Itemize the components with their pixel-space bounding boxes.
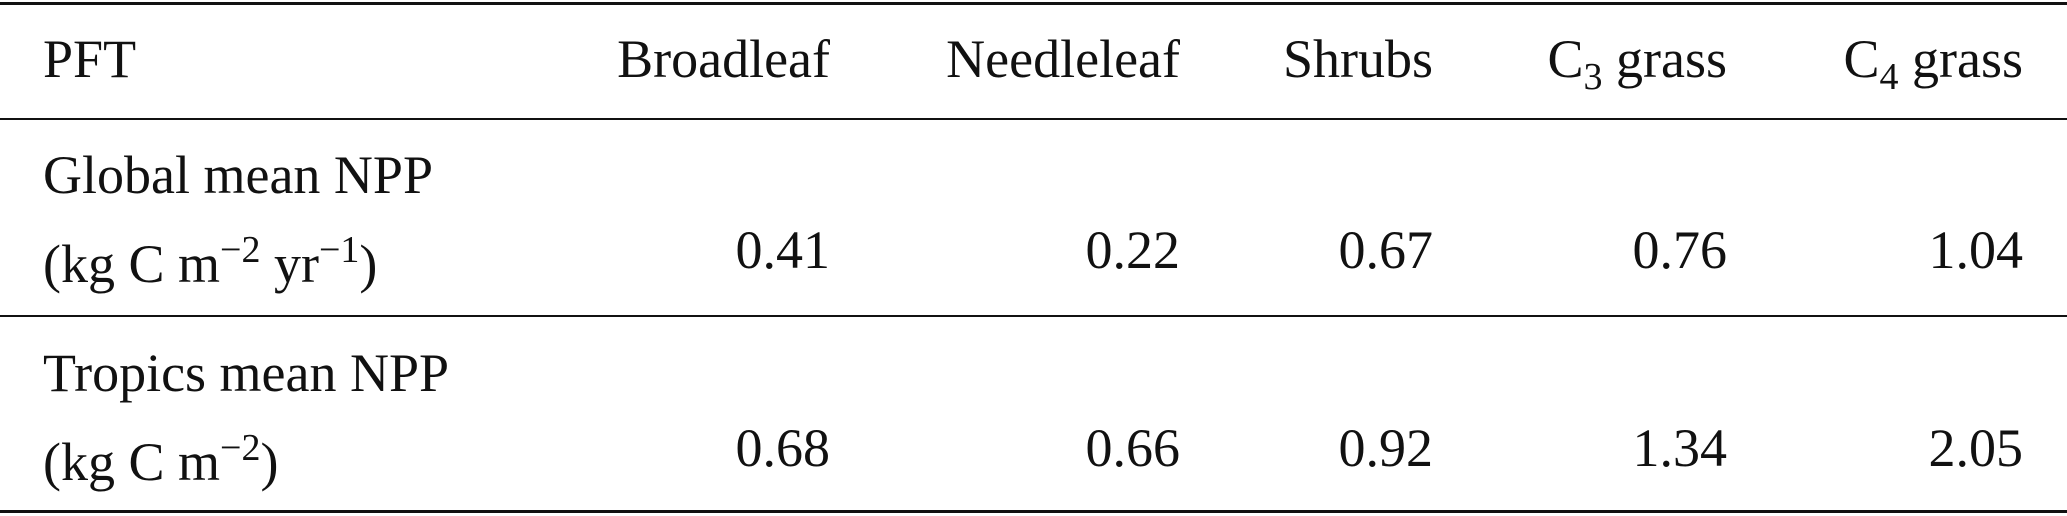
row-label: Tropics mean NPP [43, 343, 450, 403]
text-segment: Shrubs [1282, 29, 1433, 89]
value-cell: 0.22 [1085, 220, 1181, 280]
value-cell: 0.68 [735, 418, 831, 478]
header-cell: C4 grass [1843, 24, 2023, 98]
row-rule [0, 315, 2067, 317]
row-label: Global mean NPP [43, 145, 433, 205]
value-cell: 0.66 [1085, 418, 1181, 478]
header-cell: Broadleaf [617, 24, 830, 94]
text-segment: ) [260, 432, 279, 492]
header-cell: PFT [43, 24, 136, 94]
top-rule [0, 2, 2067, 5]
text-segment: (kg C m [43, 234, 221, 294]
text-segment: grass [1898, 29, 2023, 89]
header-cell: C3 grass [1547, 24, 1727, 98]
text-segment: −1 [318, 229, 360, 271]
text-segment: 3 [1583, 56, 1603, 98]
text-segment: −2 [220, 229, 261, 271]
value-cell: 1.04 [1928, 220, 2024, 280]
text-segment: (kg C m [43, 432, 221, 492]
text-segment: yr [260, 234, 319, 294]
text-segment: 4 [1879, 56, 1899, 98]
text-segment: −2 [220, 427, 261, 469]
text-segment: ) [359, 234, 378, 294]
value-cell: 0.92 [1338, 418, 1434, 478]
header-cell: Needleleaf [946, 24, 1180, 94]
text-segment: PFT [43, 29, 137, 89]
text-segment: Needleleaf [946, 29, 1180, 89]
value-cell: 2.05 [1928, 418, 2024, 478]
row-unit: (kg C m−2) [43, 413, 278, 492]
value-cell: 1.34 [1632, 418, 1728, 478]
value-cell: 0.76 [1632, 220, 1728, 280]
text-segment: Broadleaf [617, 29, 830, 89]
value-cell: 0.67 [1338, 220, 1434, 280]
text-segment: grass [1602, 29, 1727, 89]
header-cell: Shrubs [1283, 24, 1433, 94]
row-unit: (kg C m−2 yr−1) [43, 215, 377, 294]
bottom-rule [0, 510, 2067, 513]
text-segment: C [1547, 29, 1584, 89]
text-segment: C [1843, 29, 1880, 89]
header-rule [0, 118, 2067, 120]
value-cell: 0.41 [735, 220, 831, 280]
